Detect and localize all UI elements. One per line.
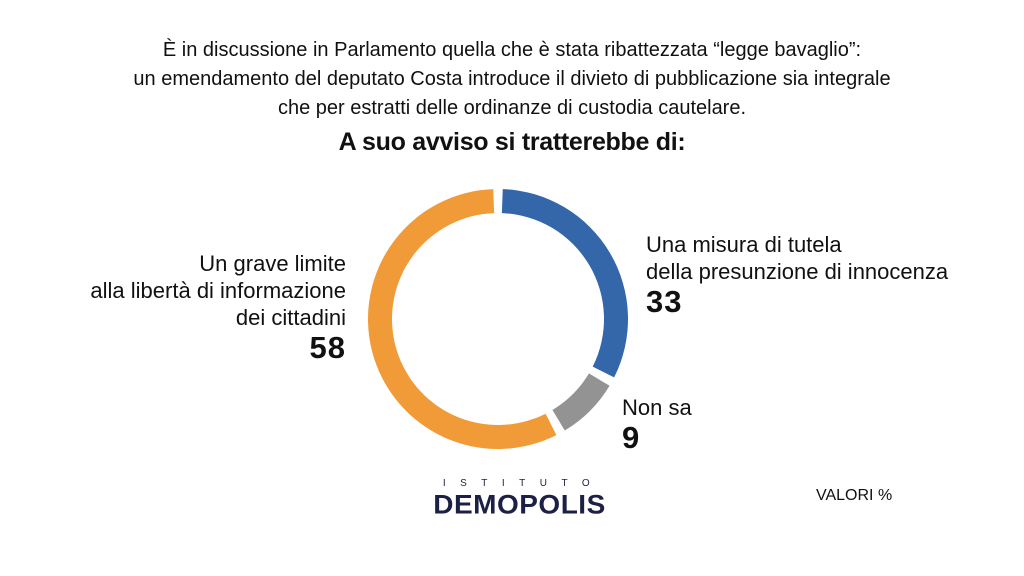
donut-slice-2	[368, 189, 557, 449]
question-title: A suo avviso si tratterebbe di:	[338, 128, 686, 156]
donut-slice-0	[501, 189, 629, 378]
slice-value-non-sa: 9	[622, 420, 641, 455]
slice-value-limite: 58	[309, 330, 346, 365]
intro-text: È in discussione in Parlamento quella ch…	[0, 36, 1024, 123]
slice-label-line: alla libertà di informazione	[90, 278, 346, 303]
slice-label-line: della presunzione di innocenza	[646, 259, 949, 284]
logo-main-text: DEMOPOLIS	[433, 489, 606, 520]
slice-label-tutela: Una misura di tutela della presunzione d…	[646, 231, 948, 319]
slice-label-line: dei cittadini	[235, 305, 346, 330]
demopolis-logo: ISTITUTO DEMOPOLIS	[407, 478, 632, 520]
donut-slice-1	[552, 373, 610, 431]
logo-top-text: ISTITUTO	[442, 478, 605, 489]
slice-label-line: Un grave limite	[199, 251, 346, 276]
slice-label-limite: Un grave limite alla libertà di informaz…	[90, 250, 346, 365]
intro-line: un emendamento del deputato Costa introd…	[133, 68, 891, 90]
slice-label-line: Una misura di tutela	[646, 232, 842, 257]
intro-line: che per estratti delle ordinanze di cust…	[277, 97, 747, 119]
units-note: VALORI %	[816, 487, 893, 504]
intro-line: È in discussione in Parlamento quella ch…	[162, 39, 862, 61]
slice-label-non-sa: Non sa 9	[622, 394, 692, 455]
slice-value-tutela: 33	[646, 284, 683, 319]
slice-label-line: Non sa	[622, 395, 692, 420]
